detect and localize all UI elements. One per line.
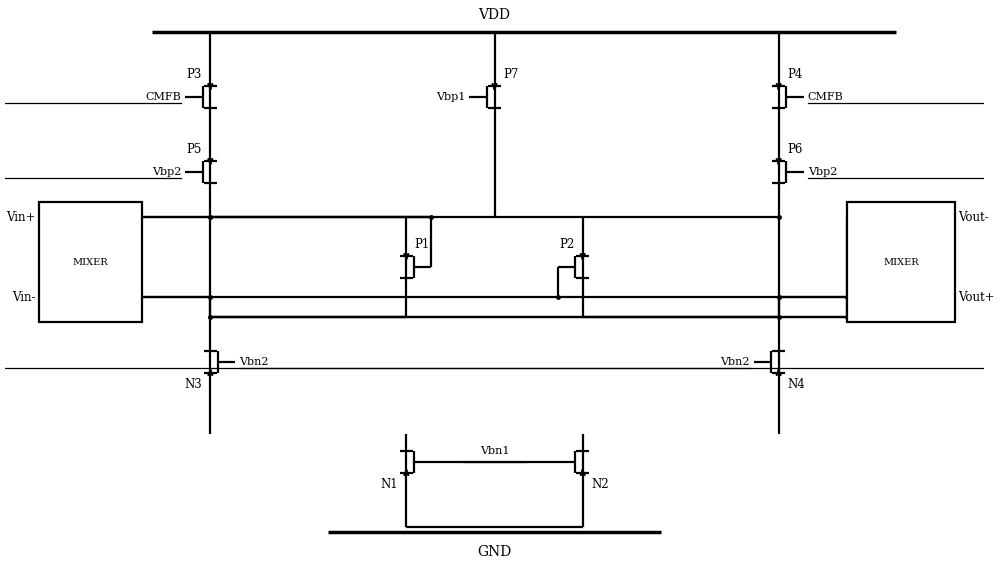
Text: MIXER: MIXER bbox=[883, 257, 919, 267]
Text: Vbn2: Vbn2 bbox=[239, 357, 269, 367]
Text: Vbp2: Vbp2 bbox=[152, 167, 181, 177]
Text: Vout+: Vout+ bbox=[958, 290, 994, 303]
Text: P3: P3 bbox=[187, 68, 202, 81]
Bar bbox=[847, 202, 955, 322]
Text: P7: P7 bbox=[503, 68, 518, 81]
Text: CMFB: CMFB bbox=[146, 92, 181, 102]
Text: N2: N2 bbox=[591, 478, 609, 491]
Text: P2: P2 bbox=[559, 238, 574, 251]
Text: N3: N3 bbox=[184, 378, 202, 391]
Text: Vbn2: Vbn2 bbox=[720, 357, 750, 367]
Text: Vbp1: Vbp1 bbox=[436, 92, 465, 102]
Text: CMFB: CMFB bbox=[808, 92, 843, 102]
Text: Vbn1: Vbn1 bbox=[480, 446, 509, 456]
Text: P4: P4 bbox=[787, 68, 802, 81]
Text: P1: P1 bbox=[415, 238, 430, 251]
Text: Vin-: Vin- bbox=[12, 290, 36, 303]
Text: Vin+: Vin+ bbox=[7, 211, 36, 223]
Text: Vbp2: Vbp2 bbox=[808, 167, 837, 177]
Text: VDD: VDD bbox=[479, 8, 511, 22]
Text: MIXER: MIXER bbox=[72, 257, 108, 267]
Text: P6: P6 bbox=[787, 143, 802, 156]
Text: Vout-: Vout- bbox=[958, 211, 989, 223]
Text: N4: N4 bbox=[787, 378, 805, 391]
Bar bbox=[39, 202, 142, 322]
Text: N1: N1 bbox=[380, 478, 398, 491]
Text: P5: P5 bbox=[187, 143, 202, 156]
Text: GND: GND bbox=[477, 545, 512, 559]
